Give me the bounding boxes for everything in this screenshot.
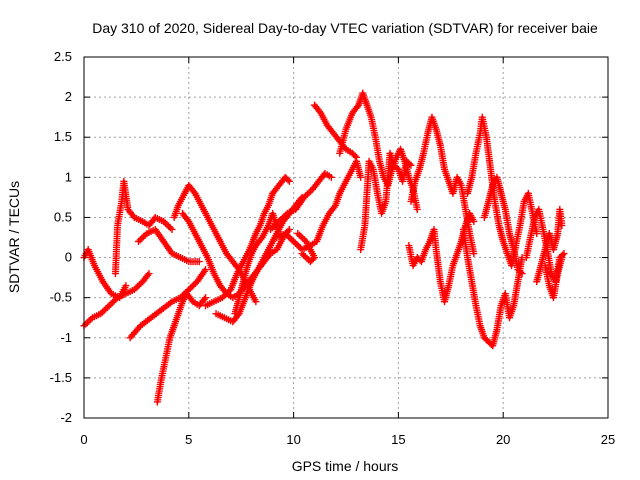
data-point <box>291 239 299 247</box>
x-tick-label: 15 <box>391 432 405 447</box>
x-tick-label: 20 <box>496 432 510 447</box>
data-point <box>413 205 421 213</box>
y-tick-label: 1 <box>65 169 72 184</box>
axis-ticks: 0 5 10 15 20 25 -2 -1.5 -1 -0.5 0 0.5 1 1.5 2 2.5 <box>50 49 616 447</box>
data-point <box>83 319 91 327</box>
data-point <box>190 188 198 196</box>
data-point <box>109 298 117 306</box>
y-tick-label: 1.5 <box>54 129 72 144</box>
data-point <box>285 177 293 185</box>
data-point <box>145 270 153 278</box>
data-point <box>190 281 198 289</box>
data-point <box>188 282 196 290</box>
data-point <box>134 282 142 290</box>
x-tick-label: 25 <box>601 432 615 447</box>
x-tick-label: 10 <box>286 432 300 447</box>
data-point <box>144 271 152 279</box>
data-point <box>163 221 171 229</box>
data-point <box>257 235 265 243</box>
y-axis-label: SDTVAR / TECUs <box>6 181 22 293</box>
data-point <box>299 234 307 242</box>
data-point <box>517 268 525 276</box>
data-points <box>80 89 568 406</box>
y-tick-label: 2.5 <box>54 49 72 64</box>
data-point <box>357 173 365 181</box>
y-tick-label: -1 <box>60 330 72 345</box>
data-point <box>352 153 360 161</box>
y-tick-label: -1.5 <box>50 370 72 385</box>
data-point <box>303 190 311 198</box>
data-point <box>100 307 108 315</box>
x-tick-label: 5 <box>185 432 192 447</box>
data-point <box>138 234 146 242</box>
y-tick-label: 2 <box>65 89 72 104</box>
data-point <box>290 238 298 246</box>
data-point <box>295 231 303 239</box>
data-point <box>166 224 174 232</box>
data-point <box>202 294 210 302</box>
data-point <box>122 282 130 290</box>
data-point <box>298 250 306 258</box>
data-point <box>316 108 324 116</box>
data-point <box>293 241 301 249</box>
x-tick-label: 0 <box>80 432 87 447</box>
data-point <box>107 300 115 308</box>
data-point <box>195 258 203 266</box>
data-point <box>558 221 566 229</box>
data-point <box>407 161 415 169</box>
data-point <box>406 160 414 168</box>
y-tick-label: -0.5 <box>50 290 72 305</box>
data-point <box>102 305 110 313</box>
data-point <box>470 217 478 225</box>
data-point <box>168 225 176 233</box>
data-point <box>110 297 118 305</box>
data-point <box>184 216 192 224</box>
data-point <box>200 295 208 303</box>
data-point <box>140 233 148 241</box>
data-point <box>301 253 309 261</box>
data-point <box>470 250 478 258</box>
data-point <box>300 251 308 259</box>
data-point <box>202 266 210 274</box>
data-point <box>85 317 93 325</box>
data-point <box>330 203 338 211</box>
data-point <box>135 281 143 289</box>
data-point <box>560 250 568 258</box>
data-point <box>136 236 144 244</box>
data-point <box>305 189 313 197</box>
data-point <box>105 302 113 310</box>
data-point <box>82 320 90 328</box>
plot-frame <box>83 56 609 419</box>
data-point <box>558 254 566 262</box>
data-point <box>252 298 260 306</box>
data-point <box>284 176 292 184</box>
chart-title: Day 310 of 2020, Sidereal Day-to-day VTE… <box>92 20 598 36</box>
data-point <box>103 303 111 311</box>
y-tick-label: 0.5 <box>54 209 72 224</box>
x-axis-label: GPS time / hours <box>292 458 399 474</box>
data-point <box>327 173 335 181</box>
data-point <box>518 270 526 278</box>
y-tick-label: 0 <box>65 250 72 265</box>
data-point <box>186 284 194 292</box>
y-tick-label: -2 <box>60 410 72 425</box>
data-point <box>285 225 293 233</box>
data-point <box>297 233 305 241</box>
data-point <box>353 103 361 111</box>
data-point <box>134 238 142 246</box>
data-point <box>351 152 359 160</box>
data-point <box>294 229 302 237</box>
data-point <box>165 222 173 230</box>
data-point <box>288 236 296 244</box>
